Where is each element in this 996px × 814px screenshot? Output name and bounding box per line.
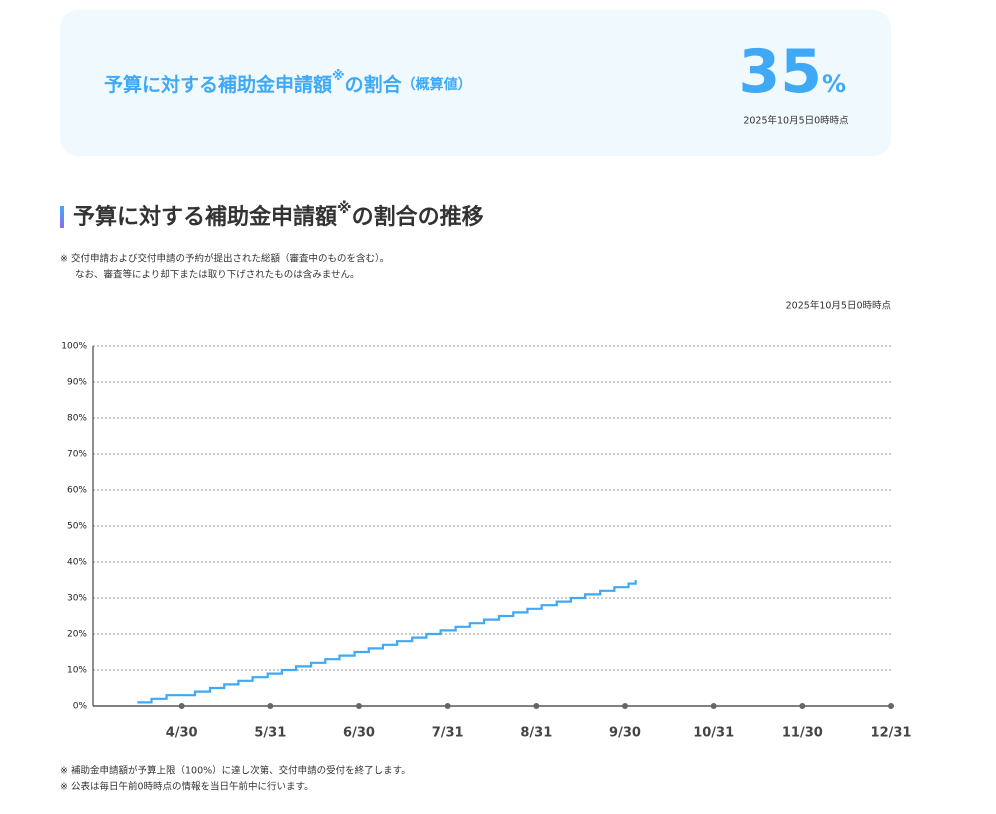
x-tick-label: 8/31 xyxy=(520,726,552,741)
title-note: （概算値） xyxy=(402,76,472,93)
unit: % xyxy=(822,70,846,98)
y-tick-label: 90% xyxy=(67,378,87,388)
x-tick-label: 4/30 xyxy=(166,726,198,741)
x-tick-label: 5/31 xyxy=(254,726,286,741)
y-tick-label: 100% xyxy=(61,342,87,352)
x-tick-dot xyxy=(622,703,628,709)
title-text: 予算に対する補助金申請額 xyxy=(104,73,332,96)
x-tick-dot xyxy=(799,703,806,709)
note: ※ 交付申請および交付申請の予約が提出された総額（審査中のものを含む）。 xyxy=(60,253,389,265)
as-of: 2025年10月5日0時時点 xyxy=(743,115,849,127)
as-of: 2025年10月5日0時時点 xyxy=(786,300,892,312)
summary-title: 予算に対する補助金申請額※の割合（概算値） xyxy=(104,69,472,96)
footnote: ※ 公表は毎日午前0時時点の情報を当日午前中に行います。 xyxy=(60,781,314,793)
chart: 0% 10% 20% 30% 40% 50% 60% 70% 80% 90% 100% 4/30 5/3… xyxy=(61,342,911,741)
x-tick-label: 10/31 xyxy=(693,726,734,741)
heading-text: の割合の推移 xyxy=(352,204,484,230)
footnote: ※ 補助金申請額が予算上限（100%）に達し次第、交付申請の受付を終了します。 xyxy=(60,765,411,777)
note: なお、審査等により却下または取り下げされたものは含みません。 xyxy=(75,269,360,281)
x-tick-label: 7/31 xyxy=(432,726,464,741)
y-tick-label: 80% xyxy=(67,414,87,424)
y-tick-label: 30% xyxy=(67,594,87,604)
heading-text: 予算に対する補助金申請額 xyxy=(73,204,337,230)
x-tick-dot xyxy=(356,703,362,709)
series-line xyxy=(137,580,637,704)
value: 35 xyxy=(738,37,822,107)
x-tick-label: 11/30 xyxy=(782,726,823,741)
y-tick-label: 40% xyxy=(67,558,87,568)
title-text: の割合 xyxy=(345,73,403,96)
y-tick-label: 70% xyxy=(67,450,87,460)
x-tick-dot xyxy=(888,703,894,709)
x-tick-dot xyxy=(710,703,717,709)
y-tick-label: 60% xyxy=(67,486,87,496)
x-tick-dot xyxy=(267,703,274,709)
x-tick-label: 9/30 xyxy=(609,726,641,741)
x-tick-label: 6/30 xyxy=(343,726,375,741)
summary-value: 35% xyxy=(738,37,846,107)
y-tick-label: 0% xyxy=(73,702,88,712)
x-tick-dot xyxy=(178,703,185,709)
x-tick-dot xyxy=(533,703,540,709)
section-heading: 予算に対する補助金申請額※の割合の推移 xyxy=(73,199,484,231)
summary-card xyxy=(60,10,891,156)
title-mark: ※ xyxy=(332,69,345,84)
x-tick-dot xyxy=(444,703,451,709)
heading-bar xyxy=(60,206,64,228)
x-tick-label: 12/31 xyxy=(871,726,912,741)
y-tick-label: 50% xyxy=(67,522,87,532)
y-tick-label: 20% xyxy=(67,630,87,640)
heading-mark: ※ xyxy=(337,199,352,217)
y-tick-label: 10% xyxy=(67,666,87,676)
